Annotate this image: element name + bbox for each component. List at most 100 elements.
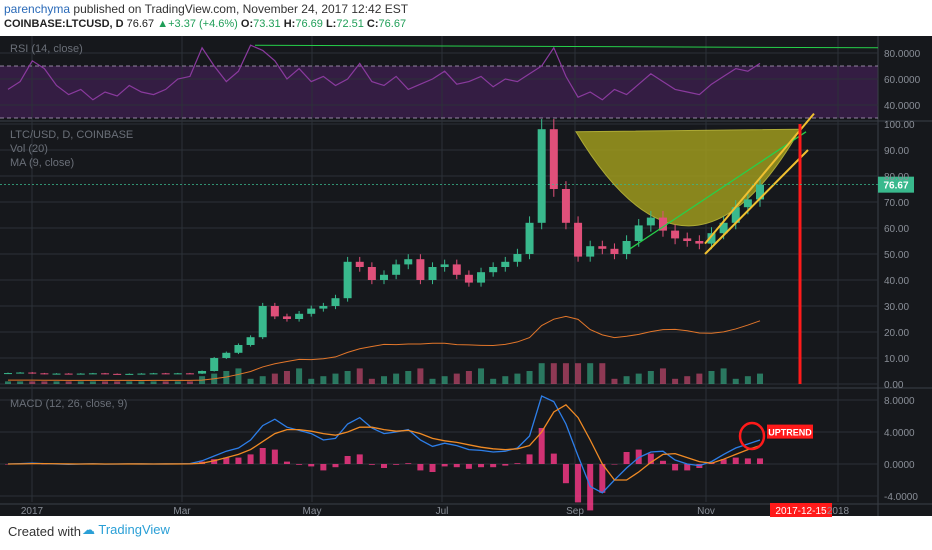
candle-body <box>270 306 279 317</box>
candle-body <box>173 373 182 375</box>
candle-body <box>537 129 546 223</box>
volume-bar <box>732 378 739 384</box>
macd-histogram-bar <box>271 449 278 464</box>
signal-line <box>7 403 761 481</box>
candle-body <box>440 264 449 267</box>
candle-body <box>561 189 570 223</box>
candle-body <box>695 241 704 244</box>
candle-body <box>88 373 97 375</box>
price-tick-label: 70.00 <box>884 198 909 209</box>
x-tick-label: Jul <box>436 506 449 517</box>
volume-bar <box>150 381 157 384</box>
candle-body <box>40 373 49 375</box>
candle-body <box>646 217 655 226</box>
candle-body <box>367 267 376 280</box>
candle-body <box>331 298 340 306</box>
candle-body <box>222 352 231 358</box>
volume-bar <box>381 376 387 384</box>
candle-body <box>149 373 158 375</box>
macd-histogram-bar <box>672 464 679 471</box>
volume-bar <box>635 373 642 384</box>
candle-body <box>210 358 219 371</box>
symbol: COINBASE:LTCUSD, D <box>4 18 124 30</box>
price-tick-label: 50.00 <box>884 250 909 261</box>
target-date-label: 2017-12-15 <box>775 506 827 517</box>
candle-body <box>598 246 607 249</box>
volume-bar <box>41 381 48 384</box>
macd-histogram-bar <box>296 464 303 465</box>
volume-bar <box>550 363 557 384</box>
publish-line: parenchyma published on TradingView.com,… <box>4 2 408 16</box>
macd-histogram-bar <box>344 456 351 464</box>
candle-body <box>756 184 764 200</box>
macd-histogram-bar <box>757 458 763 464</box>
volume-bar <box>235 368 242 384</box>
candle-body <box>282 316 291 319</box>
candle-body <box>719 222 728 234</box>
candle-body <box>416 259 425 280</box>
open-label: O: <box>240 18 254 30</box>
macd-histogram-bar <box>235 457 242 464</box>
candle-body <box>295 313 304 319</box>
price-change: +3.37 (+4.6%) <box>168 18 238 30</box>
macd-tick-label: -4.0000 <box>884 492 918 503</box>
volume-bar <box>453 373 460 384</box>
volume-bar <box>429 378 436 384</box>
volume-bar <box>757 373 763 384</box>
tradingview-logo[interactable]: ☁ TradingView <box>82 522 170 538</box>
candle-body <box>501 261 510 267</box>
macd-histogram-bar <box>635 449 642 464</box>
rsi-line <box>7 44 761 101</box>
candle-body <box>355 261 364 267</box>
candle-body <box>198 371 207 374</box>
close-value: 76.67 <box>378 18 407 30</box>
price-candles <box>4 119 764 375</box>
macd-histogram-bar <box>368 464 375 465</box>
volume-bar <box>587 363 594 384</box>
open-value: 73.31 <box>253 18 281 30</box>
macd-histogram-bar <box>211 459 218 464</box>
candle-body <box>64 373 73 375</box>
volume-bar <box>344 371 351 384</box>
macd-histogram-bar <box>441 464 448 467</box>
upper-channel-line <box>704 112 815 245</box>
candle-body <box>161 373 170 375</box>
macd-histogram-bar <box>453 464 460 468</box>
macd-histogram-bar <box>599 464 606 493</box>
rsi-title: RSI (14, close) <box>10 43 83 55</box>
uptrend-label: UPTREND <box>768 428 812 438</box>
volume-bar <box>320 376 327 384</box>
axes: 80.0000 60.0000 40.0000 100.00 90.00 80.00 70.… <box>21 49 921 517</box>
volume-bar <box>514 373 521 384</box>
target-date-tag <box>770 503 832 517</box>
candle-body <box>343 261 352 299</box>
author-link[interactable]: parenchyma <box>4 2 71 16</box>
price-tick-label: 80.00 <box>884 172 909 183</box>
macd-histogram-bar <box>393 464 400 465</box>
macd-histogram-bar <box>562 464 569 484</box>
macd-histogram-bar <box>223 457 230 464</box>
price-title: LTC/USD, D, COINBASE <box>10 129 133 141</box>
cloud-icon: ☁ <box>82 522 95 537</box>
volume-bar <box>186 381 193 384</box>
candle-body <box>76 373 85 375</box>
green-trendline <box>629 131 807 250</box>
candle-body <box>234 345 243 353</box>
macd-histogram-bar <box>732 457 739 464</box>
volume-bar <box>89 381 96 384</box>
volume-bar <box>490 378 497 384</box>
macd-title: MACD (12, 26, close, 9) <box>10 398 127 410</box>
volume-bar <box>77 381 84 384</box>
change-arrow-icon: ▲ <box>157 18 169 30</box>
low-label: L: <box>325 18 337 30</box>
candle-body <box>477 272 486 283</box>
volume-bar <box>441 376 448 384</box>
volume-bar <box>308 378 315 384</box>
macd-histogram-bar <box>405 463 412 464</box>
macd-histogram-bar <box>514 463 521 464</box>
candle-body <box>137 373 146 375</box>
volume-bar <box>247 378 254 384</box>
candle-body <box>489 267 498 273</box>
volume-bar <box>296 368 303 384</box>
volume-bar <box>417 368 424 384</box>
